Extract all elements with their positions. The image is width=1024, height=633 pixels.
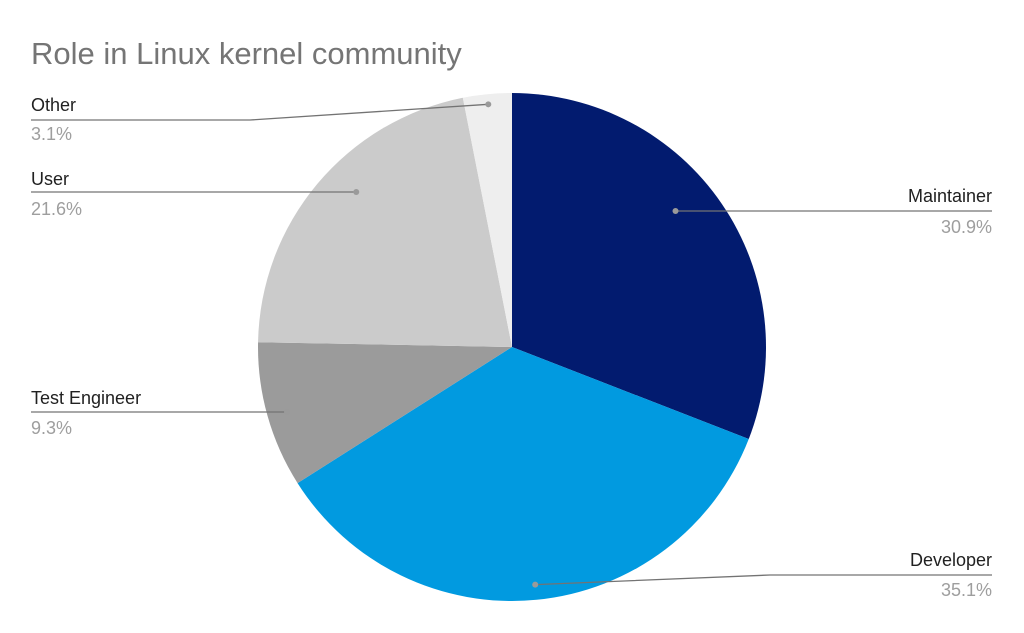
leader-line-developer xyxy=(535,574,992,586)
leader-dot-developer xyxy=(532,581,539,588)
percent-label-user: 21.6% xyxy=(31,199,82,219)
category-label-user: User xyxy=(31,169,69,189)
category-label-test-engineer: Test Engineer xyxy=(31,388,141,408)
percent-label-developer: 35.1% xyxy=(941,580,992,600)
pie-slice-maintainer xyxy=(512,93,766,440)
percent-label-test-engineer: 9.3% xyxy=(31,418,72,438)
category-label-other: Other xyxy=(31,95,76,115)
pie-slice-user xyxy=(258,97,512,347)
category-label-maintainer: Maintainer xyxy=(908,186,992,206)
leader-dot-maintainer xyxy=(672,208,679,214)
leader-dot-other xyxy=(485,101,492,108)
pie-slice-test-engineer xyxy=(258,342,512,484)
percent-label-other: 3.1% xyxy=(31,124,72,144)
pie-slice-other xyxy=(462,93,512,347)
pie-slices xyxy=(258,93,766,601)
leader-line-other xyxy=(31,103,489,121)
pie-slice-developer xyxy=(297,347,749,601)
leader-dot-test-engineer xyxy=(283,409,290,415)
percent-label-maintainer: 30.9% xyxy=(941,217,992,237)
pie-callouts: Maintainer 30.9% Developer 35.1% Test Engine… xyxy=(31,95,992,600)
leader-dot-user xyxy=(353,189,360,195)
chart-title: Role in Linux kernel community xyxy=(31,36,462,71)
category-label-developer: Developer xyxy=(910,550,992,570)
